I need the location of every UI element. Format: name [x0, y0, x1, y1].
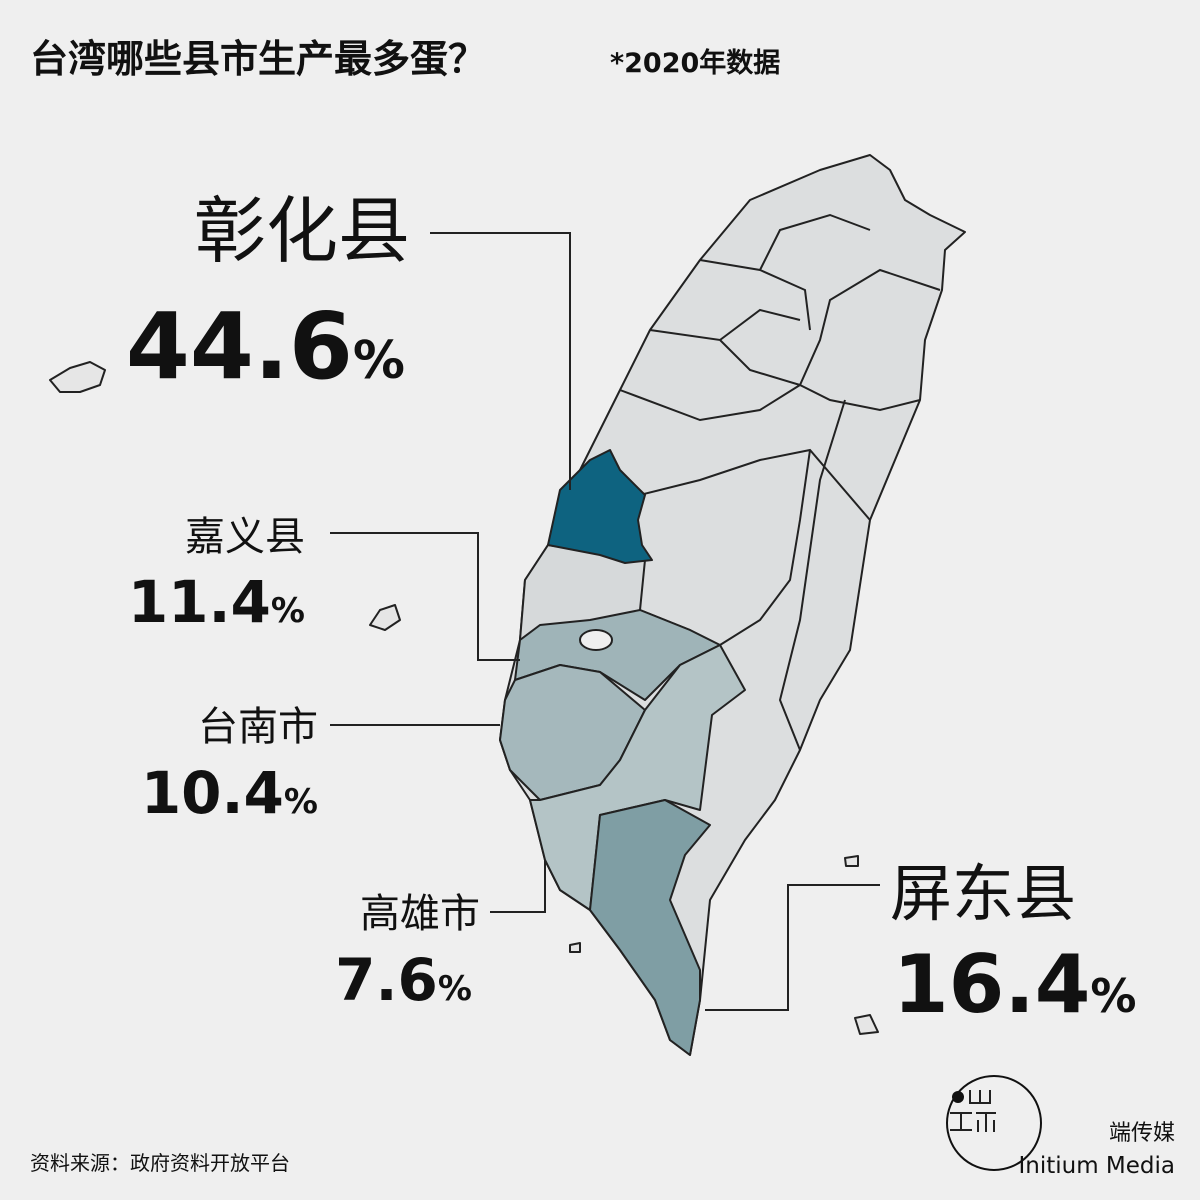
region-value: 7.6%	[335, 946, 472, 1014]
logo-ring	[946, 1075, 1042, 1171]
region-name: 屏东县	[890, 857, 1076, 930]
logo-glyph	[950, 1090, 996, 1132]
green-island	[569, 855, 879, 1035]
title: 台湾哪些县市生产最多蛋？	[30, 37, 486, 81]
brand-english: Initium Media	[1018, 1153, 1175, 1179]
region-value: 10.4%	[141, 759, 318, 827]
subtitle: *2020年数据	[610, 47, 780, 79]
region	[529, 644, 746, 911]
region-name: 台南市	[198, 704, 318, 750]
region	[589, 799, 711, 1056]
region-name: 嘉义县	[185, 514, 305, 560]
logo-dot	[952, 1091, 964, 1103]
region-value: 11.4%	[128, 568, 305, 636]
region-name: 高雄市	[360, 891, 480, 937]
region-name: 彰化县	[194, 189, 410, 273]
leader-line	[490, 860, 546, 913]
region-value: 44.6%	[126, 293, 405, 400]
leader-line	[330, 532, 520, 661]
source: 资料来源：政府资料开放平台	[30, 1151, 290, 1175]
region	[547, 449, 653, 564]
leader-line	[705, 884, 880, 1011]
penghu	[49, 361, 401, 631]
leader-line	[430, 232, 571, 490]
brand-name: 端传媒	[1109, 1121, 1175, 1146]
county-borders	[579, 213, 941, 751]
region-value: 16.4%	[893, 938, 1136, 1031]
reservoir	[579, 629, 613, 651]
